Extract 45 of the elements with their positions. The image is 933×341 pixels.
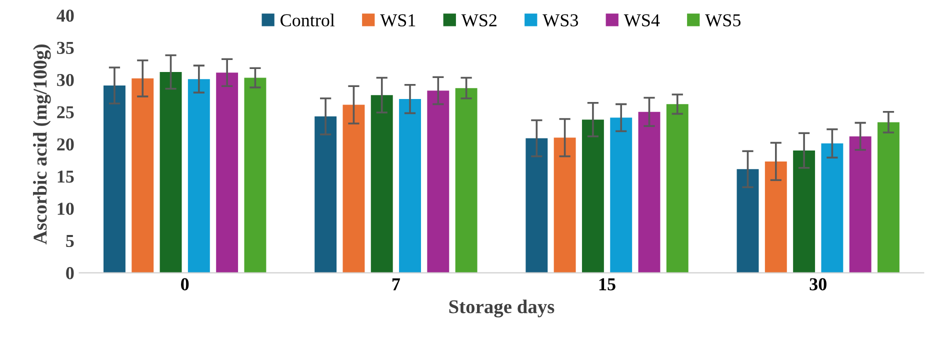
bar <box>399 99 421 273</box>
legend-label: WS3 <box>542 14 578 26</box>
bar <box>582 120 604 273</box>
bar <box>104 86 126 273</box>
bar <box>342 104 365 273</box>
bar <box>244 78 266 273</box>
bar <box>188 79 210 273</box>
y-tick-label: 0 <box>66 267 74 280</box>
x-tick-label: 0 <box>181 278 189 290</box>
legend-label: WS2 <box>461 14 496 26</box>
bar <box>878 122 900 273</box>
legend-label: WS4 <box>624 14 660 26</box>
y-tick-label: 10 <box>58 202 74 215</box>
bar <box>638 112 660 273</box>
y-tick-label: 40 <box>56 10 74 22</box>
y-tick-label: 30 <box>57 74 74 86</box>
bar <box>526 138 548 273</box>
bar <box>554 138 576 273</box>
bar <box>370 95 393 273</box>
x-axis-title: Storage days <box>449 300 554 318</box>
bar <box>764 161 787 273</box>
y-tick-label: 35 <box>57 42 74 54</box>
x-tick-label: 7 <box>392 278 400 290</box>
bar <box>666 104 688 273</box>
x-tick-label: 30 <box>810 278 826 290</box>
bar <box>821 143 844 273</box>
bar <box>314 116 337 273</box>
bar <box>793 150 816 273</box>
bar <box>736 169 759 273</box>
bar <box>427 90 450 273</box>
bar <box>160 72 182 273</box>
legend-label: WS1 <box>380 14 416 26</box>
y-tick-label: 20 <box>57 138 74 151</box>
bar <box>849 136 872 273</box>
bar <box>610 118 632 273</box>
legend-label: Control <box>280 14 335 26</box>
y-tick-label: 5 <box>66 235 74 248</box>
y-axis-title: Ascorbic acid (mg/100g) <box>33 44 51 244</box>
y-tick-label: 25 <box>57 106 74 118</box>
legend-label: WS5 <box>705 14 741 26</box>
bar <box>216 72 238 273</box>
y-tick-label: 15 <box>58 170 74 183</box>
bar <box>455 88 478 273</box>
bar <box>132 78 154 273</box>
x-tick-label: 15 <box>599 278 616 290</box>
